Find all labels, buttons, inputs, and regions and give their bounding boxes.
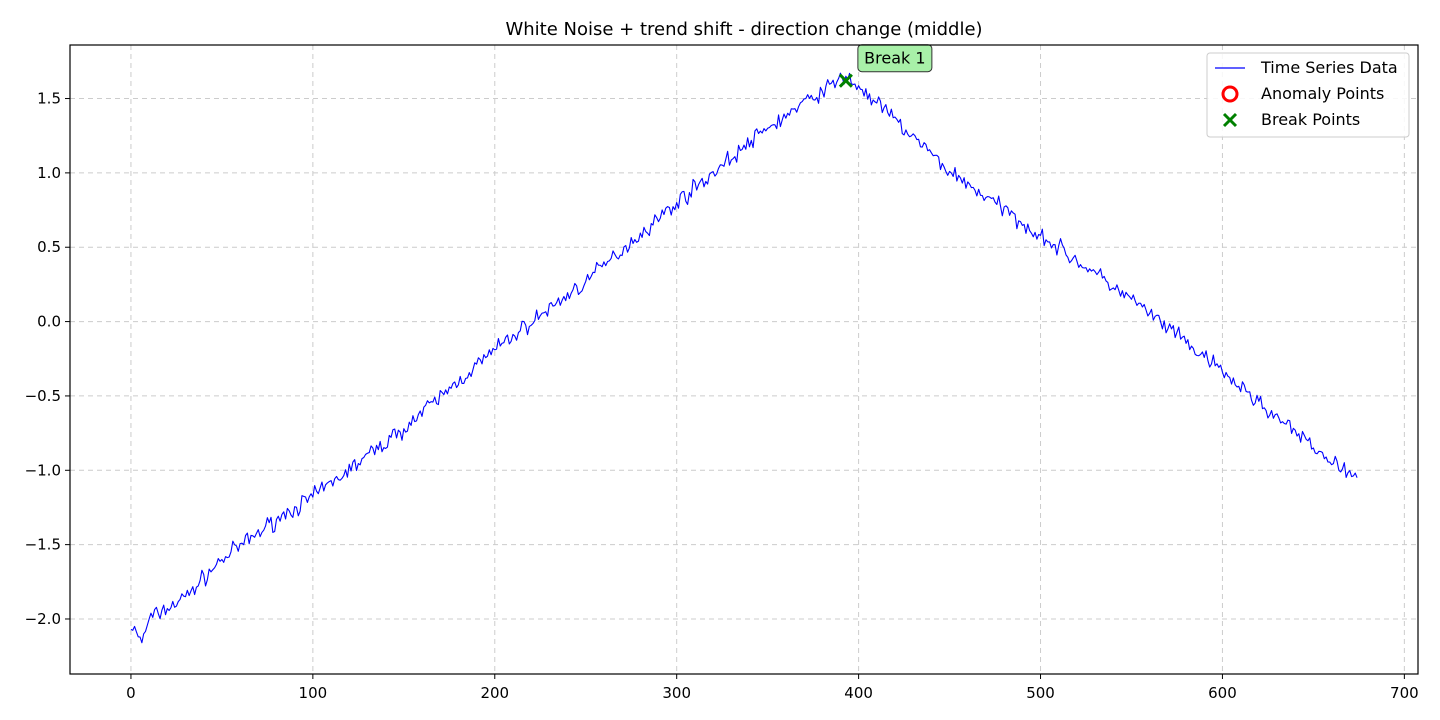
y-tick-label: 0.5 <box>37 238 61 256</box>
y-tick-label: 0.0 <box>37 313 61 331</box>
series-layer <box>130 72 1358 644</box>
y-tick-label: −0.5 <box>25 387 61 405</box>
x-tick-label: 200 <box>480 684 509 702</box>
chart-title: White Noise + trend shift - direction ch… <box>505 19 982 40</box>
x-tick-label: 500 <box>1026 684 1055 702</box>
break-label: Break 1 <box>864 49 925 68</box>
legend: Time Series Data Anomaly Points Break Poin… <box>1206 52 1410 138</box>
x-tick-label: 600 <box>1208 684 1237 702</box>
x-tick-label: 300 <box>662 684 691 702</box>
x-tick-label: 700 <box>1390 684 1419 702</box>
legend-label: Anomaly Points <box>1261 84 1384 103</box>
y-tick-label: 1.5 <box>37 90 61 108</box>
x-tick-label: 400 <box>844 684 873 702</box>
break-point-marker <box>838 73 853 88</box>
y-tick-label: −1.0 <box>25 461 61 479</box>
axis-ticks: 0 100 200 300 400 500 600 700 −2.0 −1.5 −1.0 −0.5 0.… <box>25 90 1419 702</box>
x-tick-label: 0 <box>126 684 136 702</box>
legend-box <box>1206 52 1410 138</box>
y-tick-label: −2.0 <box>25 610 61 628</box>
axes-frame <box>69 44 1419 675</box>
x-tick-label: 100 <box>299 684 328 702</box>
legend-cross-handle <box>1222 112 1238 128</box>
y-tick-label: −1.5 <box>25 536 61 554</box>
legend-circle-handle <box>1221 85 1239 103</box>
series-line-time-series-data <box>130 72 1358 644</box>
grid-lines <box>70 45 1418 674</box>
legend-label: Time Series Data <box>1260 58 1398 77</box>
legend-label: Break Points <box>1261 110 1360 129</box>
y-tick-label: 1.0 <box>37 164 61 182</box>
